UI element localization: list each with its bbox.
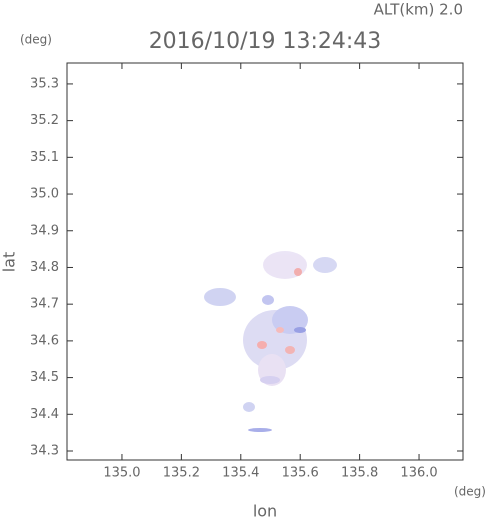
y-tick-label: 34.3 [30,444,59,459]
y-tick-label: 35.1 [30,150,59,165]
y-tick-label: 34.6 [30,333,59,348]
x-tick-label: 135.4 [222,466,259,481]
plot-frame [66,62,464,461]
x-axis-label: lon [253,502,277,521]
x-tick-label: 135.2 [163,466,200,481]
y-tick-label: 34.9 [30,223,59,238]
x-tick-label: 135.6 [282,466,319,481]
y-tick-label: 34.5 [30,370,59,385]
y-tick-label: 34.7 [30,297,59,312]
y-axis-label: lat [0,252,19,273]
x-unit: (deg) [454,485,486,499]
altitude-label: ALT(km) 2.0 [374,1,463,19]
x-tick-label: 136.0 [400,466,437,481]
x-tick-label: 135.8 [341,466,378,481]
y-tick-label: 34.8 [30,260,59,275]
y-tick-label: 34.4 [30,407,59,422]
x-tick-label: 135.0 [103,466,140,481]
y-tick-label: 35.3 [30,76,59,91]
radar-echo [204,251,337,432]
y-tick-label: 35.2 [30,113,59,128]
y-tick-label: 35.0 [30,187,59,202]
chart-title: 2016/10/19 13:24:43 [149,29,382,54]
y-unit: (deg) [20,33,52,47]
